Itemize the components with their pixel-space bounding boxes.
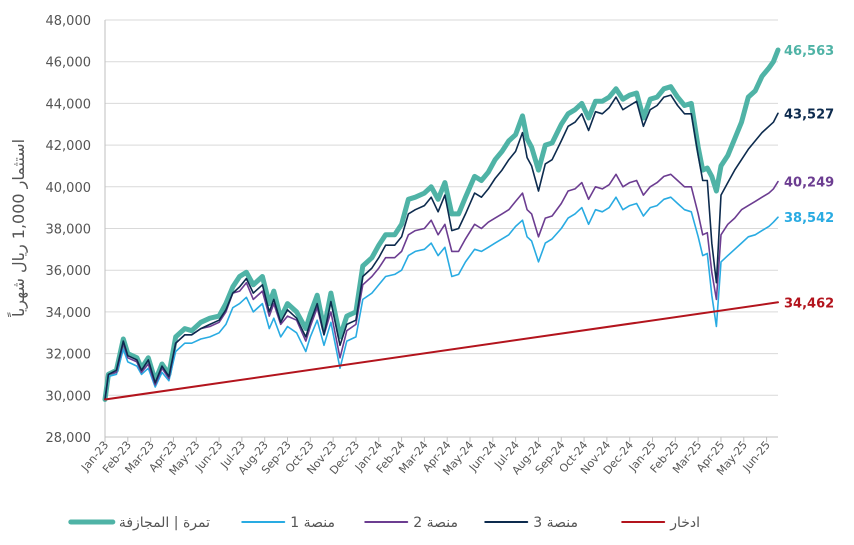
end-value-labels: 46,563 38,542 40,249 43,527 34,462 [784,44,834,311]
series-line-2 [104,196,779,401]
y-tick-label: 46,000 [46,56,92,71]
end-label-2: 38,542 [784,211,834,226]
y-tick-label: 36,000 [46,264,92,279]
y-tick-label: 32,000 [46,348,92,363]
axes [104,20,778,442]
series-line-3 [104,173,779,401]
legend-label-2: منصة 1 [290,515,335,531]
y-tick-labels: 28,000 30,000 32,000 34,000 36,000 38,000 40,0… [46,14,92,446]
legend-label-3: منصة 2 [413,515,458,531]
legend: تمرة | المجازفة منصة 1 منصة 2 منصة 3 ادخار [68,515,700,531]
end-label-5: 34,462 [784,296,834,311]
legend-label-1: تمرة | المجازفة [119,515,210,531]
y-tick-label: 40,000 [46,181,92,196]
end-label-3: 40,249 [784,176,834,191]
y-axis-label: استثمار 1,000 ريال شهرياً [6,139,29,318]
legend-label-4: منصة 3 [533,515,578,531]
y-tick-label: 28,000 [46,431,92,446]
series-line-4 [104,94,779,401]
y-tick-label: 38,000 [46,223,92,238]
series-line-1 [102,47,781,402]
x-tick-labels: Jan-23Feb-23Mar-23Apr-23May-23Jun-23Jul-… [78,439,773,478]
series-lines [102,47,781,402]
y-tick-label: 44,000 [46,97,92,112]
y-tick-label: 34,000 [46,306,92,321]
grid-lines [105,19,778,396]
end-label-1: 46,563 [784,44,834,59]
end-label-4: 43,527 [784,107,834,122]
y-tick-label: 48,000 [46,14,92,29]
y-tick-label: 30,000 [46,389,92,404]
y-tick-label: 42,000 [46,139,92,154]
legend-label-5: ادخار [669,515,700,531]
series-line-5 [104,301,779,401]
